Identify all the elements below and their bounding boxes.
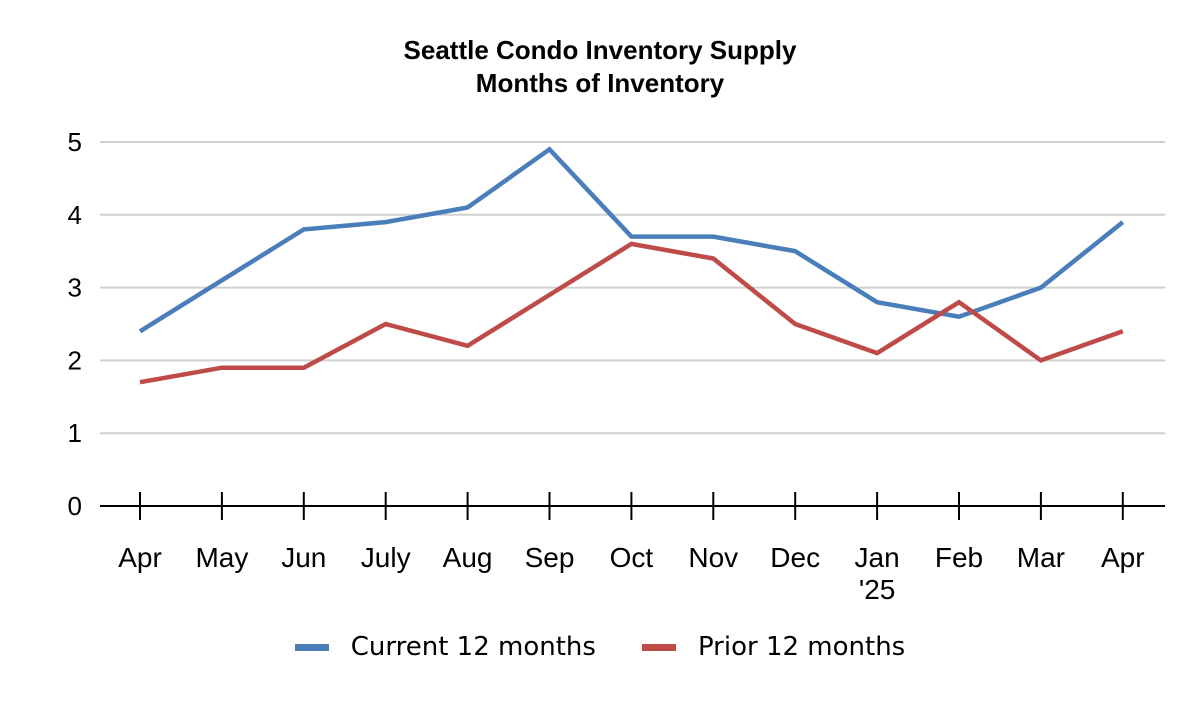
x-tick-label-line: Dec (770, 542, 820, 573)
x-tick-label-line: Oct (610, 542, 654, 573)
y-tick-label-2: 2 (68, 345, 82, 375)
x-tick-label-line: Feb (935, 542, 983, 573)
x-tick-label: Apr (1101, 542, 1145, 573)
x-tick-label: Aug (443, 542, 493, 573)
chart-title-line-1: Seattle Condo Inventory Supply (403, 35, 797, 65)
gridlines (100, 141, 1165, 435)
x-tick-label-line: Sep (525, 542, 575, 573)
y-tick-labels: 0 1 2 3 4 5 (68, 127, 82, 521)
legend-item-prior: Prior 12 months (641, 632, 906, 662)
legend-label-current: Current 12 months (350, 632, 596, 662)
x-tick-label-line: Apr (1101, 542, 1145, 573)
data-series (138, 146, 1125, 385)
x-tick-label-line: Jan (855, 542, 900, 573)
x-tick-labels: Apr May Jun July Aug Sep Oct Nov Dec Jan '25 Feb Mar… (118, 542, 1144, 605)
legend-swatch-prior (641, 643, 676, 651)
x-axis (100, 492, 1165, 520)
x-tick-label: Apr (118, 542, 162, 573)
chart-title-line-2: Months of Inventory (475, 68, 725, 98)
x-tick-label-line: May (195, 542, 248, 573)
legend-swatch-current (294, 643, 329, 651)
y-tick-label-3: 3 (68, 273, 82, 303)
x-tick-label-line: '25 (859, 574, 896, 605)
x-tick-label: Jan '25 (855, 542, 900, 605)
y-tick-label-0: 0 (68, 491, 82, 521)
x-tick-label: July (361, 542, 411, 573)
x-tick-label-line: July (361, 542, 411, 573)
x-tick-label-line: Mar (1017, 542, 1065, 573)
legend-item-current: Current 12 months (294, 632, 596, 662)
x-tick-label: Nov (688, 542, 738, 573)
legend-label-prior: Prior 12 months (697, 632, 906, 662)
y-tick-label-1: 1 (68, 418, 82, 448)
chart-title: Seattle Condo Inventory Supply Months of… (0, 34, 1200, 100)
x-tick-label: Feb (935, 542, 983, 573)
x-tick-label-line: Apr (118, 542, 162, 573)
x-tick-label: Mar (1017, 542, 1065, 573)
y-tick-label-5: 5 (68, 127, 82, 157)
x-tick-label: Jun (281, 542, 326, 573)
x-tick-label: May (195, 542, 248, 573)
x-tick-label: Dec (770, 542, 820, 573)
series-line-prior (139, 241, 1124, 385)
x-tick-label: Oct (610, 542, 654, 573)
series-line-current (138, 146, 1125, 334)
x-tick-label-line: Jun (281, 542, 326, 573)
x-tick-label-line: Nov (688, 542, 738, 573)
x-tick-label-line: Aug (443, 542, 493, 573)
y-tick-label-4: 4 (68, 200, 82, 230)
legend: Current 12 months Prior 12 months (0, 632, 1200, 662)
x-tick-label: Sep (525, 542, 575, 573)
